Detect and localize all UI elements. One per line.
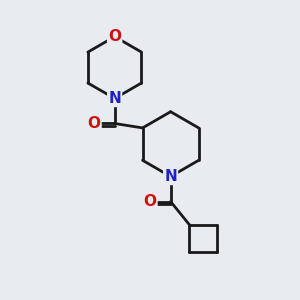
Text: O: O	[143, 194, 157, 209]
Text: N: N	[164, 169, 177, 184]
Text: O: O	[88, 116, 100, 131]
Text: N: N	[108, 91, 121, 106]
Text: O: O	[108, 29, 121, 44]
